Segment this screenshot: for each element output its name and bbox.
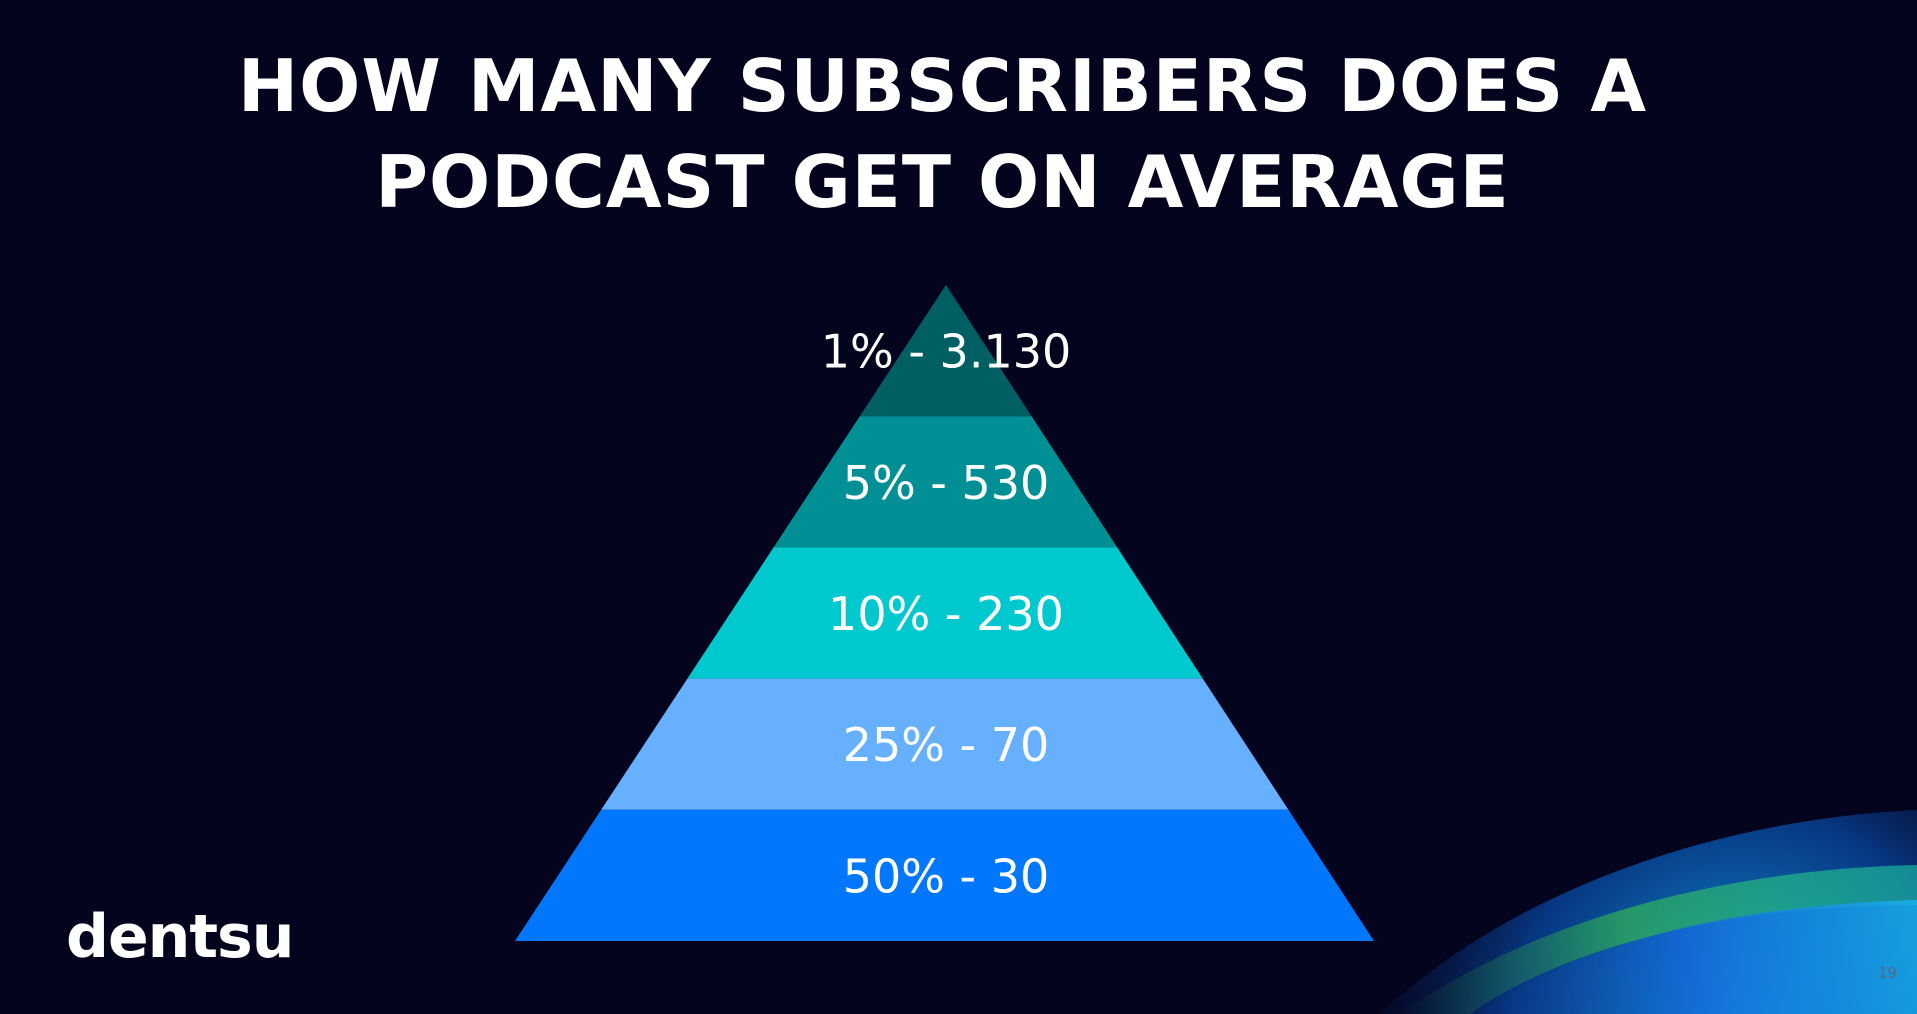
dentsu-logo: dentsu [66,902,294,972]
pyramid-tier-5 [515,809,1374,941]
title-line-2: PODCAST GET ON AVERAGE [375,140,1510,224]
title-line-1: HOW MANY SUBSCRIBERS DOES A [237,44,1648,128]
pyramid-tier-3 [687,547,1203,679]
pyramid-tier-4 [601,678,1289,810]
page-number: 19 [1878,964,1898,982]
slide-title: HOW MANY SUBSCRIBERS DOES A PODCAST GET … [0,38,1885,230]
pyramid-tier-label-1: 1% - 3.130 [821,325,1072,379]
pyramid-tier-label-4: 25% - 70 [843,718,1050,772]
pyramid-tier-2 [773,416,1118,548]
pyramid-tier-label-2: 5% - 530 [843,456,1050,510]
pyramid-tier-1 [859,285,1032,417]
pyramid-tier-label-3: 10% - 230 [828,587,1064,641]
pyramid-tier-label-5: 50% - 30 [843,849,1050,903]
